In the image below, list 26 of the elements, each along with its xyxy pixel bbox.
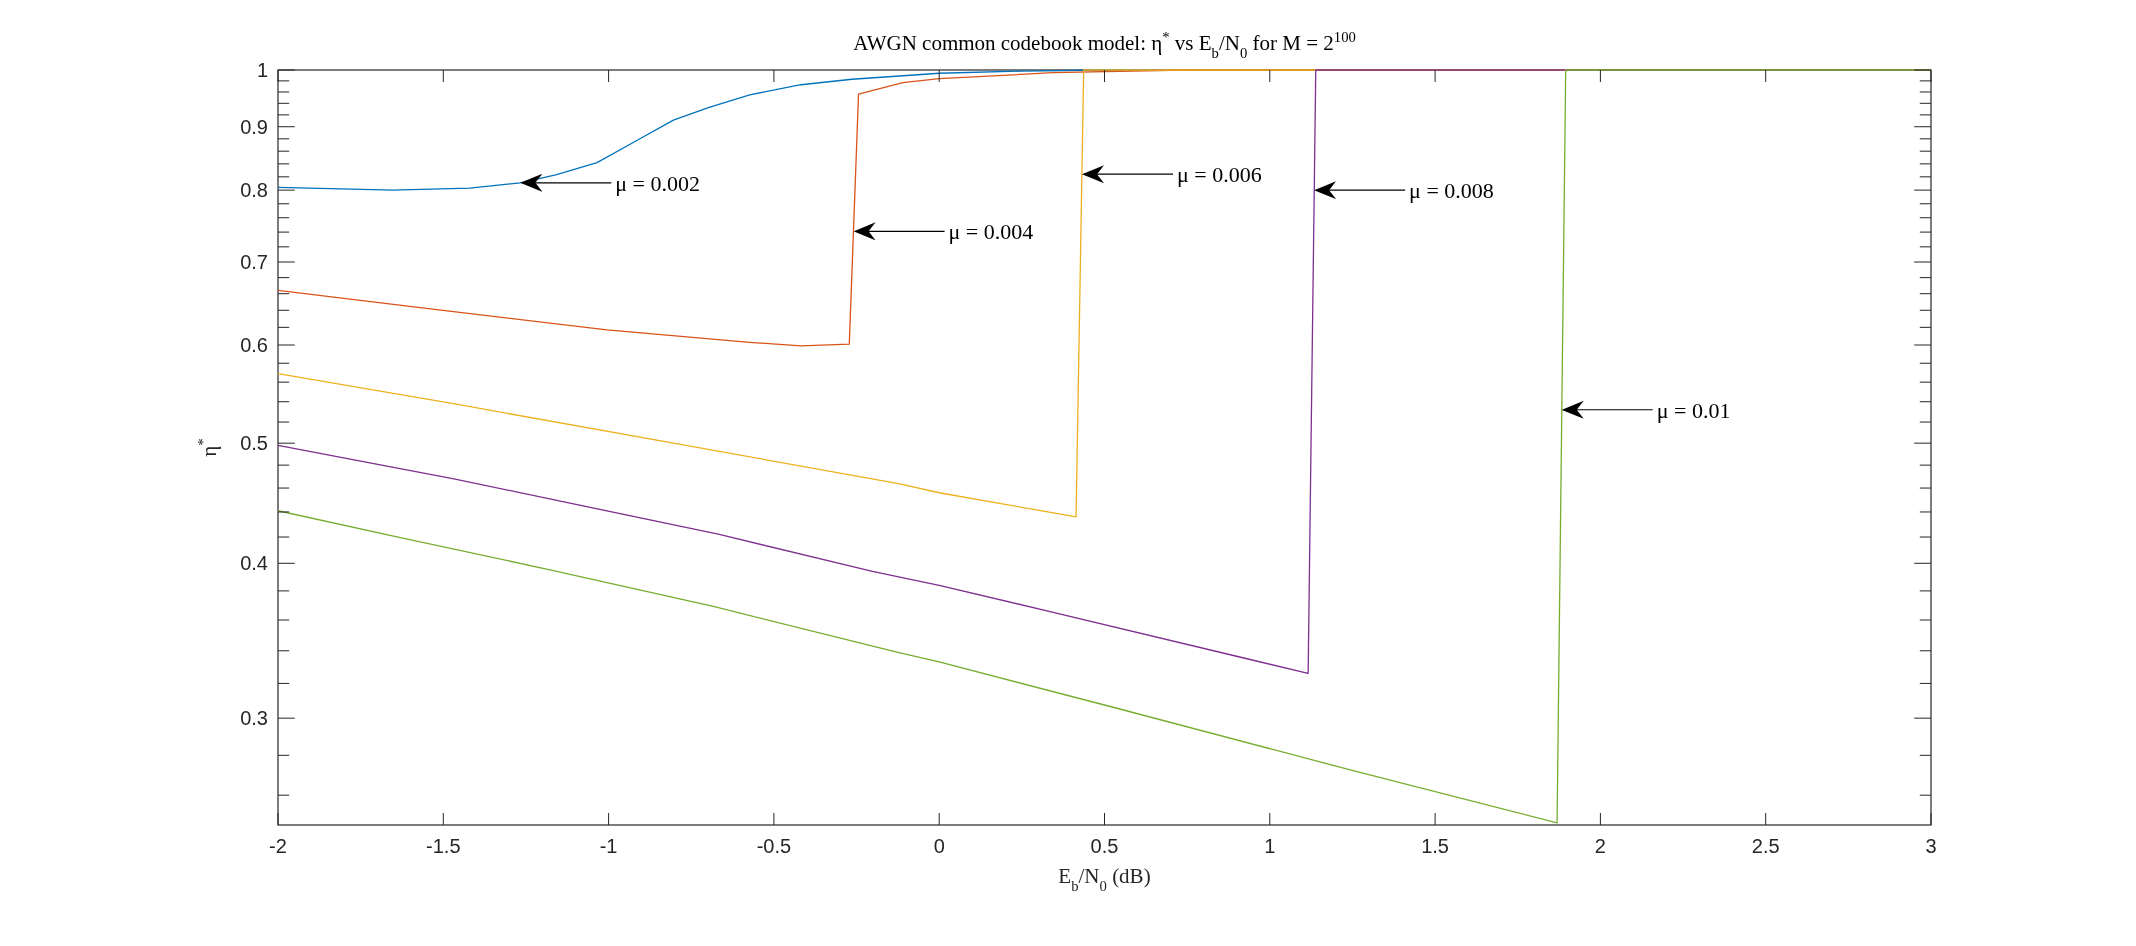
x-tick-label: 1 bbox=[1264, 835, 1276, 857]
annotation: μ = 0.004 bbox=[948, 219, 1034, 245]
x-tick-label: 2.5 bbox=[1751, 835, 1780, 857]
y-tick-label: 0.8 bbox=[240, 179, 268, 202]
chart-title: AWGN common codebook model: η$^{*}$ vs E$_{b}$/N$_{0}$ for M = 2$^{100}$ bbox=[853, 29, 1356, 61]
y-tick-label: 1 bbox=[256, 59, 268, 81]
x-tick-label: -1.5 bbox=[426, 835, 461, 857]
annotation: μ = 0.01 bbox=[1656, 397, 1731, 423]
y-tick-label: 0.6 bbox=[240, 334, 268, 356]
x-tick-label: 0 bbox=[933, 835, 945, 857]
y-tick-label: 0.5 bbox=[240, 432, 268, 455]
y-tick-label: 0.7 bbox=[240, 251, 268, 274]
y-tick-label: 0.9 bbox=[240, 115, 268, 138]
x-axis-title: E$_{b}$/N$_{0}$ (dB) bbox=[1058, 864, 1151, 894]
x-tick-label: 0.5 bbox=[1090, 835, 1119, 857]
annotation: μ = 0.006 bbox=[1177, 162, 1262, 188]
x-tick-label: -2 bbox=[269, 835, 287, 857]
x-tick-label: -1 bbox=[599, 835, 618, 857]
y-tick-label: 0.4 bbox=[240, 552, 268, 575]
annotation: μ = 0.002 bbox=[615, 170, 701, 196]
x-tick-label: 2 bbox=[1594, 835, 1606, 857]
x-tick-label: 3 bbox=[1925, 835, 1937, 857]
x-tick-label: 1.5 bbox=[1421, 835, 1450, 857]
annotation: μ = 0.008 bbox=[1409, 178, 1494, 204]
x-tick-label: -0.5 bbox=[756, 835, 792, 857]
y-tick-label: 0.3 bbox=[240, 707, 268, 730]
